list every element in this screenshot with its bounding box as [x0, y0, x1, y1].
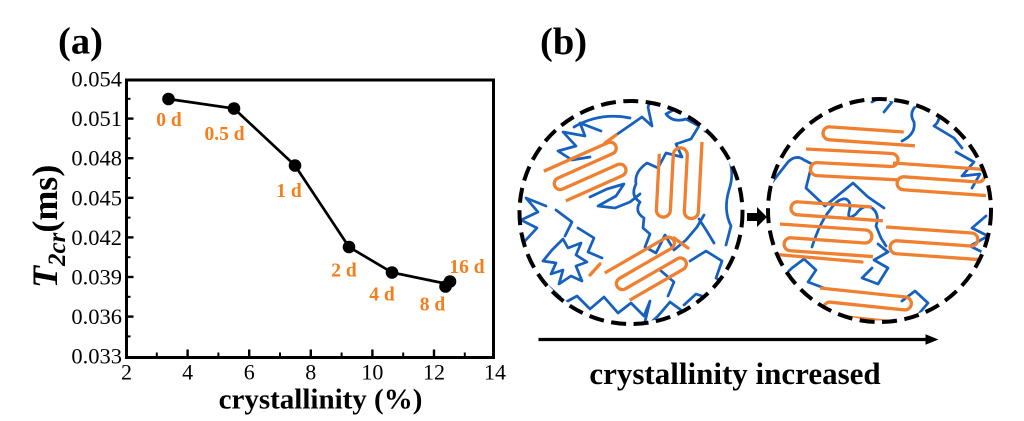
svg-text:6: 6 [244, 360, 255, 385]
svg-text:(a): (a) [58, 21, 103, 63]
svg-text:10: 10 [361, 360, 383, 385]
svg-text:0.033: 0.033 [71, 344, 122, 369]
svg-text:(b): (b) [540, 21, 587, 63]
svg-text:crystallinity increased: crystallinity increased [589, 356, 880, 391]
svg-text:2 d: 2 d [331, 261, 357, 282]
svg-text:0 d: 0 d [156, 110, 182, 131]
svg-text:8: 8 [305, 360, 316, 385]
svg-text:0.036: 0.036 [71, 304, 122, 329]
svg-text:2: 2 [121, 360, 132, 385]
svg-text:8 d: 8 d [420, 295, 446, 316]
svg-text:0.045: 0.045 [71, 185, 122, 210]
svg-text:0.039: 0.039 [71, 265, 122, 290]
svg-text:0.042: 0.042 [71, 225, 122, 250]
svg-text:4: 4 [182, 360, 193, 385]
svg-text:14: 14 [484, 360, 506, 385]
svg-text:0.051: 0.051 [71, 106, 122, 131]
svg-text:12: 12 [423, 360, 445, 385]
svg-text:T2cr(ms): T2cr(ms) [25, 165, 71, 288]
svg-text:0.5 d: 0.5 d [204, 124, 244, 145]
svg-text:4 d: 4 d [369, 285, 395, 306]
svg-text:crystallinity (%): crystallinity (%) [219, 384, 423, 416]
svg-text:1 d: 1 d [276, 181, 302, 202]
svg-text:16 d: 16 d [449, 257, 484, 278]
svg-text:0.054: 0.054 [71, 67, 122, 92]
svg-text:0.048: 0.048 [71, 146, 122, 171]
